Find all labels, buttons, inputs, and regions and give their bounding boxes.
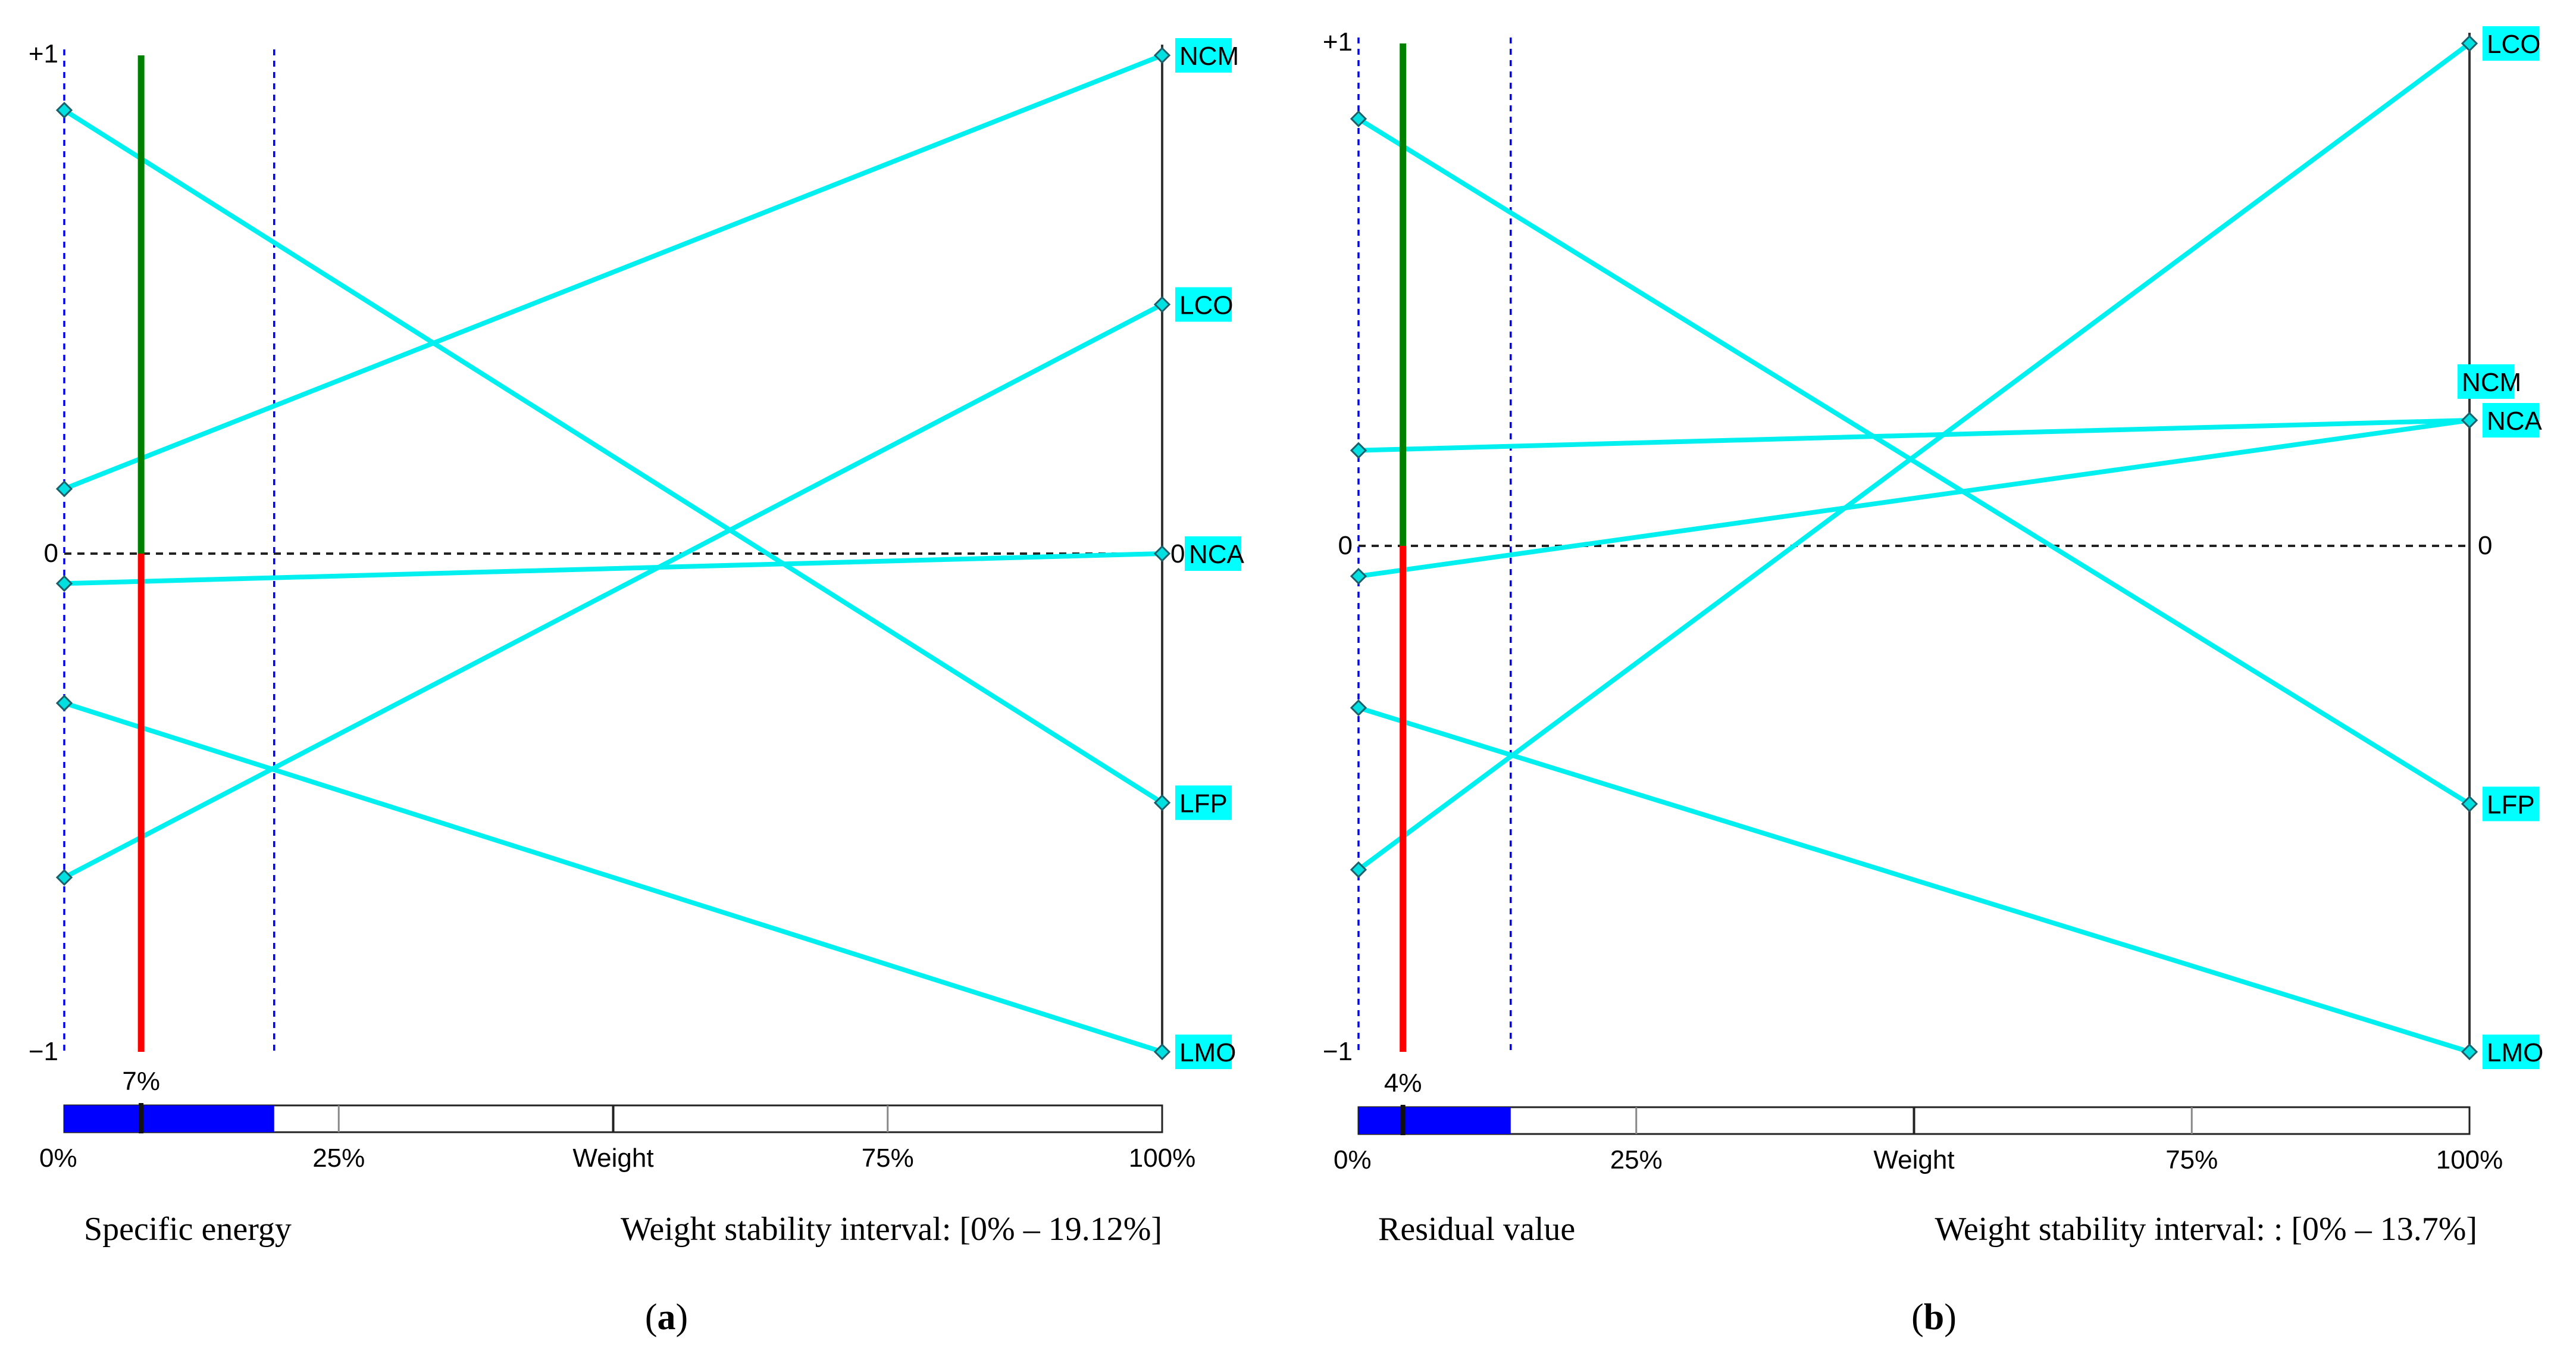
caption-close-paren: )	[676, 1297, 688, 1338]
caption-letter: a	[658, 1297, 676, 1338]
series-label-lfp: LFP	[2487, 791, 2535, 820]
series-label-box-nca	[1185, 536, 1241, 571]
y-tick-label-right-zero: 0	[2478, 531, 2492, 560]
panel-b: +1 0 −1 0 LCO NCM NCA LFP LMO 0% 25% Weight 75% 100% 4…	[1323, 26, 2543, 1338]
current-weight-label: 7%	[122, 1067, 160, 1096]
series-start-marker-ncm	[55, 480, 73, 498]
stability-interval-text: Weight stability interval: [0% – 19.12%]	[621, 1211, 1162, 1248]
x-tick-label-0: 0%	[1334, 1145, 1372, 1174]
y-tick-label-zero: 0	[1338, 531, 1353, 560]
x-tick-label-2: Weight	[572, 1144, 653, 1173]
x-tick-label-1: 25%	[312, 1144, 365, 1173]
series-start-marker-lfp	[55, 101, 73, 119]
series-label-box-ncm	[2458, 364, 2514, 399]
series-line-lco	[63, 302, 1163, 880]
series-line-lco	[1357, 41, 2471, 872]
series-start-marker-nca	[55, 575, 73, 592]
series-label-box-lfp	[1175, 785, 1232, 820]
x-tick-label-3: 75%	[2165, 1145, 2218, 1174]
series-end-marker-lco	[2461, 35, 2478, 52]
series-label-lmo: LMO	[2487, 1038, 2543, 1067]
x-tick-label-1: 25%	[1610, 1145, 1663, 1174]
series-start-marker-lco	[55, 868, 73, 886]
series-label-ncm: NCM	[2462, 368, 2521, 397]
panel-caption: (a)	[645, 1297, 688, 1338]
series-label-box-lmo	[2483, 1035, 2539, 1069]
series-line-lmo	[1357, 705, 2471, 1054]
x-tick-label-2: Weight	[1873, 1145, 1954, 1174]
series-label-box-nca	[2483, 403, 2539, 438]
series-label-box-ncm	[1175, 38, 1232, 73]
series-end-marker-lmo	[1153, 1043, 1171, 1061]
criterion-title: Specific energy	[84, 1211, 292, 1248]
y-tick-label-bottom: −1	[1323, 1037, 1353, 1066]
y-tick-label-top: +1	[1323, 27, 1353, 57]
series-line-lfp	[62, 108, 1164, 805]
series-label-ncm: NCM	[1179, 42, 1239, 71]
series-end-marker-lfp	[1153, 794, 1171, 811]
series-end-marker-nca	[1153, 545, 1171, 563]
criterion-title: Residual value	[1378, 1211, 1575, 1248]
series-label-nca: NCA	[2487, 407, 2543, 436]
y-tick-label-bottom: −1	[29, 1037, 58, 1066]
stability-interval-text: Weight stability interval: : [0% – 13.7%…	[1935, 1211, 2477, 1248]
series-start-marker-lmo	[55, 694, 73, 712]
current-weight-label: 4%	[1384, 1069, 1422, 1098]
series-end-marker-lmo	[2461, 1043, 2478, 1061]
panel-caption: (b)	[1911, 1297, 1957, 1338]
series-label-lco: LCO	[1179, 291, 1233, 320]
series-start-marker-lfp	[1350, 110, 1367, 127]
series-start-marker-lmo	[1350, 699, 1367, 717]
weight-bar-stability-fill	[1359, 1107, 1511, 1134]
x-tick-label-0: 0%	[39, 1144, 77, 1173]
series-label-lfp: LFP	[1179, 789, 1228, 818]
series-label-nca: NCA	[1189, 540, 1245, 569]
series-label-box-lmo	[1175, 1035, 1232, 1069]
series-label-lmo: LMO	[1179, 1038, 1236, 1067]
caption-open-paren: (	[645, 1297, 658, 1338]
series-start-marker-nca	[1350, 567, 1367, 585]
x-tick-label-3: 75%	[862, 1144, 914, 1173]
series-end-marker-lco	[1153, 296, 1171, 313]
y-tick-label-top: +1	[29, 39, 58, 68]
series-label-box-lfp	[2483, 786, 2539, 821]
series-line-ncm	[1358, 418, 2470, 453]
weight-bar-stability-fill	[64, 1105, 274, 1132]
series-label-prefix-nca: 0	[1170, 539, 1185, 568]
series-line-lfp	[1357, 117, 2471, 806]
y-tick-label-zero: 0	[44, 539, 58, 568]
series-end-marker-ncm	[1153, 46, 1171, 64]
series-label-lco: LCO	[2487, 30, 2540, 59]
series-line-lmo	[63, 701, 1163, 1054]
series-line-nca	[64, 551, 1163, 586]
series-label-box-lco	[2483, 26, 2539, 61]
caption-letter: b	[1924, 1297, 1944, 1338]
series-end-marker-lfp	[2461, 795, 2478, 813]
caption-close-paren: )	[1944, 1297, 1957, 1338]
x-tick-label-4: 100%	[2436, 1145, 2503, 1174]
series-end-marker-nca	[2461, 411, 2478, 429]
series-label-box-lco	[1175, 287, 1232, 322]
series-start-marker-ncm	[1350, 442, 1367, 459]
series-line-ncm	[63, 53, 1163, 491]
caption-open-paren: (	[1911, 1297, 1924, 1338]
series-start-marker-lco	[1350, 861, 1367, 879]
series-line-nca	[1358, 418, 2470, 579]
x-tick-label-4: 100%	[1129, 1144, 1196, 1173]
